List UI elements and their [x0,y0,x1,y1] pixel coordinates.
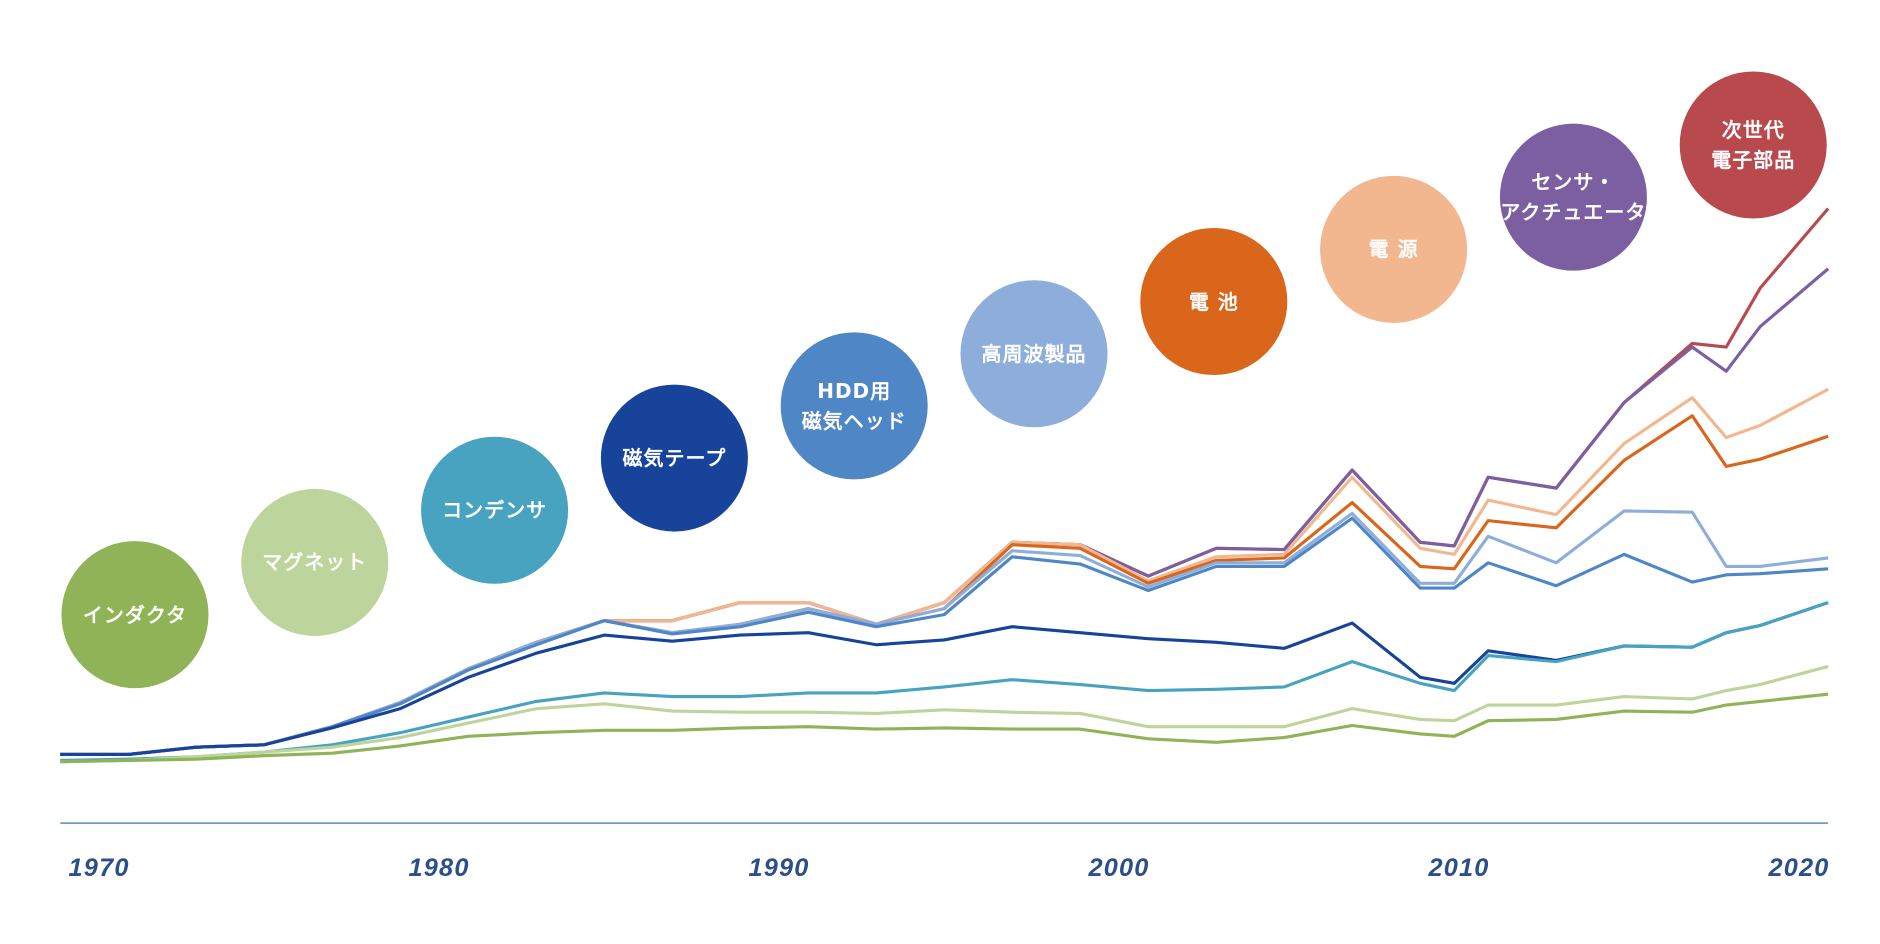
legend-label: マグネット [262,550,368,575]
x-tick-label: 2010 [1427,854,1489,882]
x-tick-label: 2020 [1767,854,1829,882]
series-line [60,601,1829,763]
series-line [60,664,1829,764]
x-tick-label: 1970 [69,854,130,882]
series-line [60,692,1829,764]
x-tick-label: 1980 [409,854,470,882]
legend-bubble [960,280,1108,428]
legend-label: 次世代 電子部品 [1711,117,1796,172]
legend-bubble [1499,123,1647,271]
legend-bubble [1320,175,1468,323]
legend-bubble [61,541,209,689]
legend-label: 磁気テープ [622,446,727,471]
legend-bubble [780,332,928,480]
legend-bubble [600,384,748,532]
legend-label: インダクタ [82,602,188,627]
legend-bubble [241,488,389,636]
legend-label: 高周波製品 [981,341,1087,366]
legend-label: HDD用 磁気ヘッド [801,378,907,433]
legend-label: 電 池 [1188,289,1239,314]
x-tick-label: 1990 [748,854,809,882]
series-line [60,516,1829,756]
legend-label: コンデンサ [442,498,548,523]
legend-bubble [421,436,569,584]
x-tick-label: 2000 [1087,854,1149,882]
legend-label: センサ・ アクチュエータ [1500,170,1647,225]
legend-bubble [1140,228,1288,376]
legend-bubble [1679,71,1827,219]
legend-label: 電 源 [1368,237,1419,262]
